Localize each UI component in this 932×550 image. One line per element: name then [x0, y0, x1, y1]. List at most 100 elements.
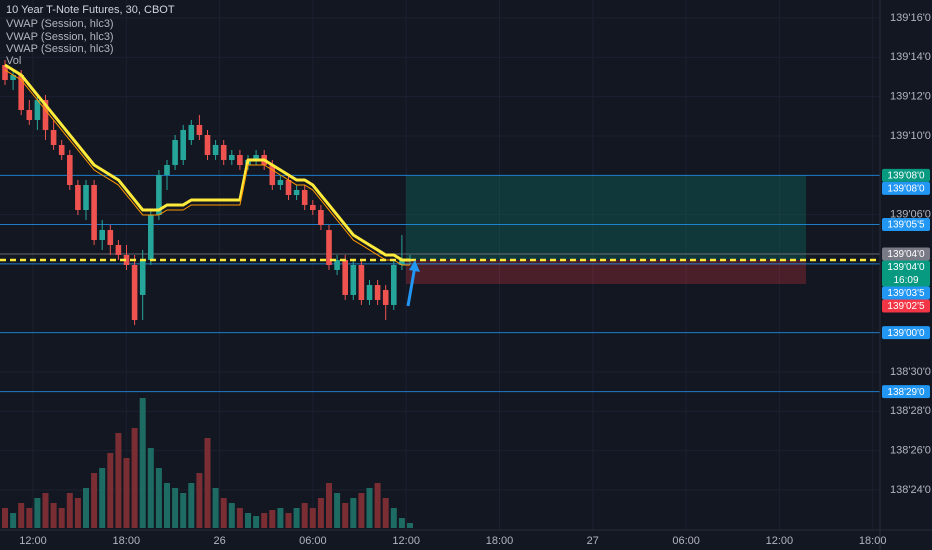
candle-body	[277, 179, 284, 186]
price-badge	[882, 217, 930, 231]
candle-body	[212, 144, 219, 155]
candle-body	[391, 265, 397, 305]
price-badge	[882, 326, 930, 340]
candle-body	[2, 65, 8, 80]
position-target-zone	[405, 175, 806, 260]
price-badge-label: 139'05'5	[887, 220, 925, 231]
candle-body	[115, 244, 122, 255]
x-tick-label: 06:00	[672, 535, 700, 547]
price-badge-label: 139'04'0	[887, 249, 925, 260]
y-tick-label: 139'16'0	[890, 12, 931, 24]
volume-bar	[91, 473, 98, 528]
y-tick-label: 138'24'0	[890, 484, 931, 496]
price-badge	[882, 168, 930, 182]
candle-body	[342, 259, 348, 295]
candle-body	[269, 165, 276, 186]
volume-bar	[196, 473, 203, 528]
candle-body	[180, 130, 186, 160]
volume-bar	[374, 483, 381, 528]
candle-body	[318, 209, 324, 225]
volume-bar	[58, 508, 65, 528]
price-badge	[882, 247, 930, 261]
legend-item: VWAP (Session, hlc3)	[6, 43, 114, 55]
x-tick-label: 18:00	[859, 535, 887, 547]
candle-body	[310, 204, 316, 210]
volume-bar	[34, 498, 41, 528]
y-tick-label: 139'12'0	[890, 91, 931, 103]
volume-bar	[253, 516, 260, 528]
candle-body	[366, 285, 373, 300]
volume-bar	[107, 453, 114, 528]
volume-bar	[407, 523, 413, 528]
x-tick-label: 27	[587, 535, 599, 547]
candle-body	[350, 265, 357, 295]
y-tick-label: 139'10'0	[890, 130, 931, 142]
candle-body	[237, 154, 243, 166]
volume-bar	[269, 510, 276, 528]
volume-bar	[277, 508, 284, 528]
price-badge	[882, 299, 930, 313]
volume-bar	[83, 488, 89, 528]
y-tick-label: 138'30'0	[890, 366, 931, 378]
price-badge-label: 139'00'0	[887, 328, 925, 339]
volume-bar	[245, 513, 251, 528]
candle-body	[58, 144, 65, 155]
volume-bar	[74, 498, 81, 528]
volume-bar	[188, 483, 195, 528]
candle-body	[139, 259, 146, 295]
chart-title: 10 Year T-Note Futures, 30, CBOT	[6, 4, 175, 16]
candle-body	[334, 259, 340, 270]
volume-bar	[139, 398, 146, 528]
volume-bar	[204, 438, 211, 528]
candle-body	[285, 179, 292, 196]
volume-bar	[358, 493, 365, 528]
candle-body	[123, 254, 130, 265]
volume-bar	[236, 508, 243, 528]
volume-bar	[350, 498, 357, 528]
volume-bar	[172, 488, 179, 528]
candle-body	[148, 214, 154, 260]
candle-body	[18, 75, 24, 111]
volume-bar	[398, 518, 405, 528]
volume-bar	[26, 508, 33, 528]
candle-body	[229, 154, 235, 160]
candle-body	[358, 265, 365, 300]
candle-body	[67, 154, 73, 186]
volume-bar	[2, 508, 8, 528]
volume-bar	[317, 498, 324, 528]
x-tick-label: 12:00	[19, 535, 47, 547]
volume-bar	[180, 493, 187, 528]
volume-bar	[10, 513, 17, 528]
candle-body	[75, 185, 81, 210]
candle-body	[50, 130, 57, 145]
price-badge	[882, 385, 930, 399]
volume-bar	[366, 488, 373, 528]
candle-body	[399, 259, 405, 265]
volume-bar	[131, 428, 138, 528]
candle-body	[42, 99, 49, 131]
volume-bar	[228, 503, 235, 528]
legend-item: VWAP (Session, hlc3)	[6, 18, 114, 30]
candle-body	[196, 124, 203, 135]
x-tick-label: 06:00	[299, 535, 327, 547]
price-badge-label: 139'02'5	[887, 301, 925, 312]
candle-body	[107, 230, 114, 245]
price-badge	[882, 286, 930, 300]
volume-bar	[301, 503, 308, 528]
candle-body	[374, 285, 381, 300]
volume-bar	[99, 468, 106, 528]
candle-body	[34, 99, 41, 121]
volume-bar	[334, 493, 341, 528]
candle-body	[99, 230, 105, 241]
candle-body	[220, 144, 227, 160]
price-badge-label: 138'29'0	[887, 387, 925, 398]
volume-bar	[147, 448, 154, 528]
volume-bar	[390, 508, 397, 528]
volume-bar	[123, 458, 130, 528]
x-tick-label: 26	[213, 535, 225, 547]
candle-body	[204, 134, 211, 155]
candle-body	[156, 175, 162, 215]
candle-body	[164, 165, 170, 176]
price-badge	[882, 181, 930, 195]
